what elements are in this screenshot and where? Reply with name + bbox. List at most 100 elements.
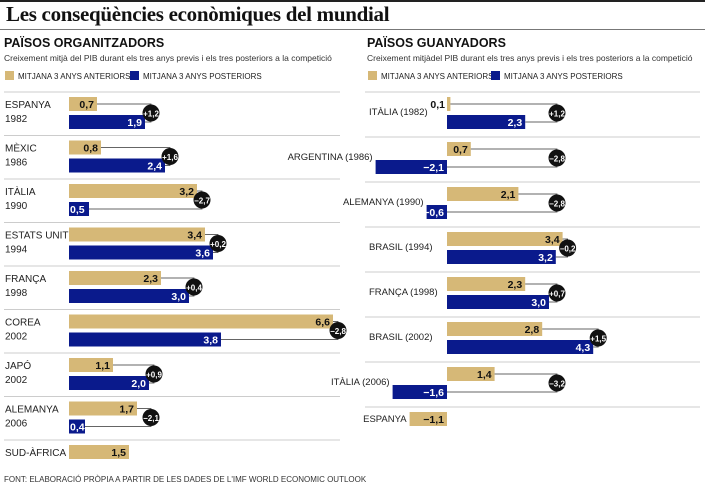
value-label-before: 6,6 xyxy=(315,317,330,329)
category-label: FRANÇA (1998) xyxy=(369,287,438,298)
difference-label: +1,2 xyxy=(549,110,565,119)
bar-after xyxy=(69,245,213,260)
value-label-before: 0,7 xyxy=(453,144,468,156)
legend-label-after: MITJANA 3 ANYS POSTERIORS xyxy=(143,72,262,81)
bar-before xyxy=(447,277,526,291)
bar-before xyxy=(69,271,161,285)
bar-after xyxy=(375,160,447,174)
legend-swatch-before xyxy=(368,71,377,80)
category-label: ALEMANYA xyxy=(5,405,59,416)
difference-badge xyxy=(548,284,566,302)
value-label-after: 0,5 xyxy=(70,204,85,216)
category-year: 2002 xyxy=(5,375,28,386)
value-label-after: 0,4 xyxy=(70,422,85,434)
legend-swatch-after xyxy=(130,71,139,80)
difference-badge xyxy=(185,278,203,296)
category-label: ITÀLIA (2006) xyxy=(331,377,390,388)
legend-swatch-before xyxy=(5,71,14,80)
value-label-after: 3,2 xyxy=(538,252,553,264)
value-label-after: −1,6 xyxy=(423,387,444,399)
category-year: 1982 xyxy=(5,114,28,125)
category-year: 1998 xyxy=(5,288,28,299)
bar-before xyxy=(69,97,97,111)
value-label-after: 4,3 xyxy=(576,342,591,354)
value-label-before: 2,1 xyxy=(501,189,516,201)
category-label: ESPANYA xyxy=(5,100,51,111)
value-label-after: 2,3 xyxy=(508,117,523,129)
value-label-after: 3,0 xyxy=(171,291,186,303)
category-label: MÈXIC xyxy=(5,142,37,155)
legend-label-before: MITJANA 3 ANYS ANTERIORS xyxy=(381,72,493,81)
bar-before xyxy=(447,97,451,111)
value-label-after: 2,0 xyxy=(131,378,146,390)
difference-label: −2,1 xyxy=(143,414,159,423)
category-label: FRANÇA xyxy=(5,274,46,285)
difference-label: +0,9 xyxy=(146,371,162,380)
category-year: 2006 xyxy=(5,419,28,430)
bar-before xyxy=(69,184,197,198)
value-label-before: 2,3 xyxy=(508,279,523,291)
bar-after xyxy=(69,332,221,347)
top-rule xyxy=(0,0,705,2)
difference-badge xyxy=(329,322,347,339)
bar-before xyxy=(447,232,563,246)
category-label: ALEMANYA (1990) xyxy=(343,197,424,208)
category-label: ITÀLIA (1982) xyxy=(369,107,428,118)
difference-badge xyxy=(548,374,566,392)
difference-badge xyxy=(548,149,566,167)
category-label: ESTATS UNITS xyxy=(5,231,76,242)
bar-before xyxy=(69,140,101,155)
difference-label: −2,8 xyxy=(549,155,565,164)
difference-badge xyxy=(142,104,160,122)
value-label-before: 3,4 xyxy=(545,234,560,246)
value-label-before: 2,8 xyxy=(525,324,540,336)
bar-after xyxy=(447,115,526,129)
value-label-before: −1,1 xyxy=(423,414,444,426)
difference-badge xyxy=(161,148,179,165)
bar-before xyxy=(447,187,519,201)
value-label-after: 2,4 xyxy=(147,161,162,173)
legend-swatch-after xyxy=(491,71,500,80)
difference-badge xyxy=(589,329,607,347)
bar-after xyxy=(447,250,556,264)
difference-badge xyxy=(209,235,227,252)
value-label-before: 1,5 xyxy=(111,447,126,459)
bar-after xyxy=(447,340,594,354)
bar-after xyxy=(69,376,149,390)
bar-after xyxy=(69,289,189,303)
category-year: 1990 xyxy=(5,201,28,212)
source-note: FONT: ELABORACIÓ PRÒPIA A PARTIR DE LES … xyxy=(4,475,367,484)
difference-label: +1,5 xyxy=(590,335,606,344)
category-label: BRASIL (1994) xyxy=(369,242,433,253)
difference-label: −2,8 xyxy=(549,200,565,209)
difference-label: +1,6 xyxy=(162,153,178,162)
bar-before xyxy=(69,445,129,459)
category-label: ESPANYA xyxy=(363,414,407,425)
difference-label: +0,2 xyxy=(210,240,226,249)
difference-badge xyxy=(548,104,566,122)
bar-after xyxy=(392,385,447,399)
difference-badge xyxy=(142,409,160,426)
category-label: ITÀLIA xyxy=(5,185,36,198)
bar-before xyxy=(447,142,471,156)
value-label-before: 2,3 xyxy=(143,273,158,285)
value-label-before: 0,7 xyxy=(79,99,94,111)
value-label-after: 3,6 xyxy=(195,248,210,260)
value-label-after: 3,0 xyxy=(531,297,546,309)
difference-label: +0,7 xyxy=(549,290,565,299)
value-label-before: 3,4 xyxy=(187,230,202,242)
difference-label: +1,2 xyxy=(143,110,159,119)
difference-label: +0,4 xyxy=(186,284,202,293)
page-title: Les conseqüències econòmiques del mundia… xyxy=(6,2,390,26)
difference-badge xyxy=(559,239,577,257)
bar-before xyxy=(447,367,495,381)
legend-label-after: MITJANA 3 ANYS POSTERIORS xyxy=(504,72,623,81)
difference-badge xyxy=(145,365,163,383)
chart-subtitle: Creixement mitjà del PIB durant els tres… xyxy=(4,53,332,63)
value-label-before: 0,1 xyxy=(430,99,445,111)
category-year: 1986 xyxy=(5,158,28,169)
value-label-before: 0,8 xyxy=(83,143,98,155)
difference-badge xyxy=(193,191,211,209)
value-label-after: 1,9 xyxy=(127,117,142,129)
